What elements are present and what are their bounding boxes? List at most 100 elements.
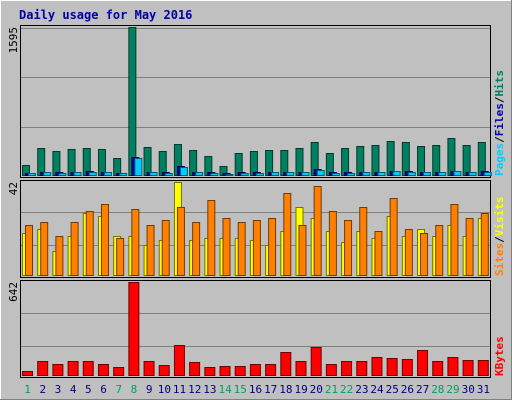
bar-sites-day-16 bbox=[252, 220, 261, 276]
bar-hits-day-2 bbox=[37, 148, 46, 176]
bar-hits-day-17 bbox=[265, 150, 274, 176]
bar-kbytes-day-1 bbox=[22, 371, 33, 376]
bar-pages-day-18 bbox=[286, 172, 295, 176]
bar-kbytes-day-6 bbox=[97, 364, 109, 376]
bar-hits-day-30 bbox=[462, 145, 471, 176]
bar-pages-day-23 bbox=[362, 172, 371, 176]
x-tick-label-18: 18 bbox=[279, 383, 292, 396]
bar-pages-day-15 bbox=[240, 173, 249, 176]
bar-hits-day-8 bbox=[128, 27, 137, 176]
bar-kbytes-day-12 bbox=[189, 362, 201, 376]
bar-sites-day-5 bbox=[85, 211, 94, 276]
bar-kbytes-day-25 bbox=[386, 358, 398, 376]
bar-sites-day-10 bbox=[161, 220, 170, 276]
bar-pages-day-28 bbox=[438, 172, 447, 176]
bar-kbytes-day-17 bbox=[265, 364, 277, 376]
x-tick-label-2: 2 bbox=[39, 383, 46, 396]
legend-sites: Sites bbox=[493, 243, 506, 276]
bar-hits-day-29 bbox=[447, 138, 456, 176]
bar-sites-day-4 bbox=[70, 222, 79, 276]
bar-sites-day-30 bbox=[465, 218, 474, 276]
bar-hits-day-19 bbox=[295, 148, 304, 176]
bar-sites-day-2 bbox=[40, 222, 49, 276]
bar-pages-day-21 bbox=[331, 173, 340, 176]
panel-3: 642 KBytes bbox=[7, 280, 506, 378]
bar-kbytes-day-28 bbox=[432, 361, 444, 376]
chart-title: Daily usage for May 2016 bbox=[19, 8, 192, 22]
bar-hits-day-25 bbox=[386, 141, 395, 176]
x-tick-label-31: 31 bbox=[477, 383, 490, 396]
x-tick-label-25: 25 bbox=[386, 383, 399, 396]
x-tick-label-15: 15 bbox=[234, 383, 247, 396]
legend-visits: Visits bbox=[493, 197, 506, 237]
bar-kbytes-day-3 bbox=[52, 364, 64, 376]
x-tick-label-3: 3 bbox=[55, 383, 62, 396]
bar-sites-day-25 bbox=[389, 198, 398, 276]
legend-separator: / bbox=[493, 96, 506, 103]
x-tick-label-30: 30 bbox=[462, 383, 475, 396]
bar-pages-day-3 bbox=[58, 173, 67, 176]
x-tick-label-19: 19 bbox=[294, 383, 307, 396]
y-max-label: 42 bbox=[7, 182, 20, 195]
bar-pages-day-2 bbox=[43, 172, 52, 176]
bar-sites-day-31 bbox=[480, 213, 489, 276]
bar-pages-day-19 bbox=[301, 172, 310, 176]
x-tick-label-10: 10 bbox=[158, 383, 171, 396]
bar-pages-day-13 bbox=[210, 173, 219, 176]
bar-sites-day-8 bbox=[131, 209, 140, 276]
legend-kbytes: KBytes bbox=[493, 336, 506, 376]
bar-sites-day-9 bbox=[146, 225, 155, 276]
x-tick-label-4: 4 bbox=[70, 383, 77, 396]
x-tick-label-20: 20 bbox=[310, 383, 323, 396]
bar-kbytes-day-9 bbox=[143, 361, 155, 376]
bar-kbytes-day-10 bbox=[158, 365, 170, 376]
bar-pages-day-6 bbox=[103, 172, 112, 176]
bar-hits-day-3 bbox=[52, 151, 61, 176]
bar-kbytes-day-14 bbox=[219, 366, 231, 376]
bar-hits-day-31 bbox=[477, 142, 486, 176]
bar-kbytes-day-30 bbox=[462, 360, 474, 376]
bar-kbytes-day-29 bbox=[447, 357, 459, 376]
bar-kbytes-day-21 bbox=[325, 364, 337, 376]
bar-sites-day-28 bbox=[435, 225, 444, 276]
x-tick-label-29: 29 bbox=[446, 383, 459, 396]
bar-kbytes-day-22 bbox=[341, 361, 353, 376]
bar-sites-day-24 bbox=[374, 231, 383, 276]
bar-pages-day-26 bbox=[407, 172, 416, 176]
legend: KBytes bbox=[493, 336, 506, 376]
bar-kbytes-day-27 bbox=[417, 350, 429, 376]
bar-sites-day-11 bbox=[176, 207, 185, 276]
bar-pages-day-22 bbox=[347, 173, 356, 176]
bar-kbytes-day-16 bbox=[249, 364, 261, 376]
bar-hits-day-26 bbox=[401, 142, 410, 176]
panel-2: 42 Sites/Visits bbox=[7, 180, 506, 278]
legend-separator: / bbox=[493, 236, 506, 243]
bar-kbytes-day-11 bbox=[173, 345, 185, 376]
bar-pages-day-11 bbox=[179, 167, 188, 176]
bar-hits-day-28 bbox=[432, 145, 441, 176]
bar-pages-day-24 bbox=[377, 172, 386, 176]
bar-hits-day-6 bbox=[97, 149, 106, 176]
x-tick-label-21: 21 bbox=[325, 383, 338, 396]
bar-kbytes-day-31 bbox=[477, 360, 489, 376]
bar-kbytes-day-19 bbox=[295, 361, 307, 376]
bar-kbytes-day-2 bbox=[37, 361, 49, 376]
x-tick-label-27: 27 bbox=[416, 383, 429, 396]
bar-pages-day-12 bbox=[195, 172, 204, 176]
bar-pages-day-20 bbox=[316, 170, 325, 176]
bar-pages-day-27 bbox=[423, 172, 432, 176]
x-tick-label-12: 12 bbox=[188, 383, 201, 396]
bar-kbytes-day-13 bbox=[204, 367, 216, 376]
bar-sites-day-14 bbox=[222, 218, 231, 276]
x-tick-label-13: 13 bbox=[203, 383, 216, 396]
x-tick-label-8: 8 bbox=[131, 383, 138, 396]
legend: Pages/Files/Hits bbox=[493, 70, 506, 176]
bar-kbytes-day-4 bbox=[67, 361, 79, 376]
bar-sites-day-20 bbox=[313, 186, 322, 276]
x-tick-label-7: 7 bbox=[115, 383, 122, 396]
bar-pages-day-14 bbox=[225, 174, 234, 176]
bar-hits-day-24 bbox=[371, 145, 380, 176]
bar-pages-day-25 bbox=[392, 171, 401, 176]
